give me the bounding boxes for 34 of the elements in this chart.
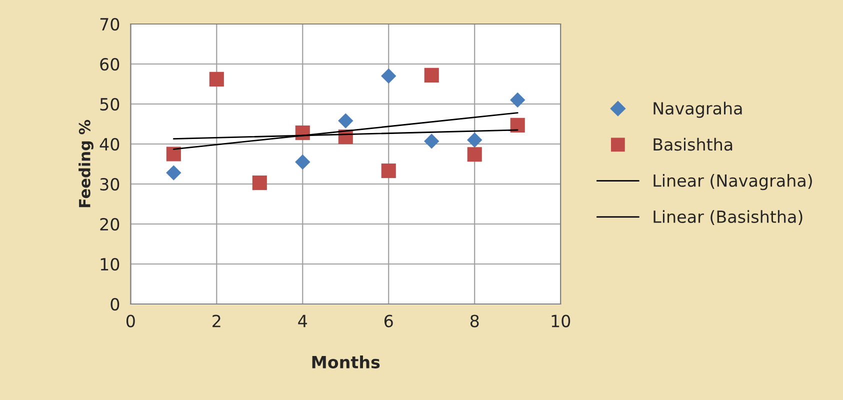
y-tick-label: 0 [110,298,120,311]
x-tick-label: 6 [384,314,393,328]
legend-label: Linear (Basishtha) [654,210,802,225]
point [252,176,267,190]
point [381,164,396,178]
y-tick-label: 20 [100,218,120,231]
point [209,72,224,86]
legend-label: Basishtha [654,138,732,151]
x-tick-label: 2 [212,314,220,328]
point [424,134,440,149]
y-tick-label: 10 [100,258,120,271]
point [166,165,182,180]
point [295,154,310,170]
point [338,113,354,128]
x-axis-title: Months [312,356,380,368]
point [467,147,482,162]
point [510,118,525,132]
y-tick-label: 70 [100,18,120,31]
legend-label: Navagraha [654,102,742,118]
point [381,68,396,84]
point [166,146,181,162]
point [510,92,526,108]
x-tick-label: 10 [552,314,570,328]
x-tick-label: 0 [126,314,135,328]
point [467,132,482,148]
legend-label: Linear (Navagraha) [654,174,812,190]
x-tick-label: 8 [470,314,479,328]
y-tick-label: 50 [100,98,120,111]
y-tick-label: 30 [100,178,120,191]
y-tick-label: 60 [100,58,120,71]
point [424,68,439,82]
x-tick-label: 4 [298,314,308,328]
y-axis-title: Feeding % [78,120,94,208]
y-tick-label: 40 [100,138,120,151]
